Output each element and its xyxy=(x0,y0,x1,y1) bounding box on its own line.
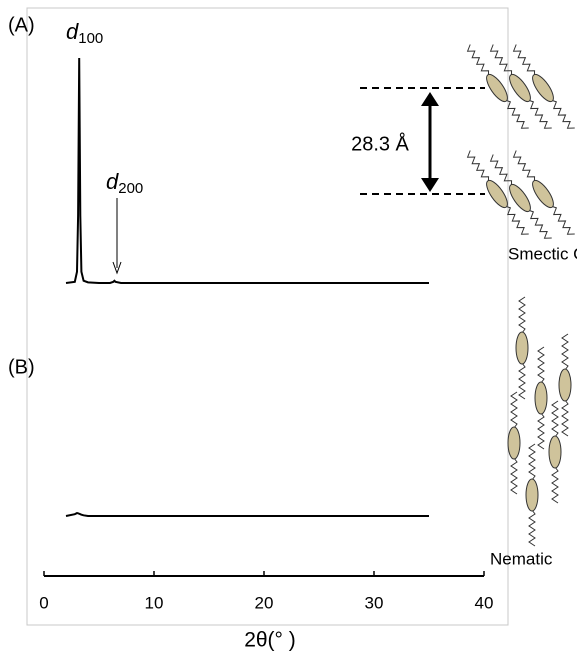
core xyxy=(486,73,508,103)
tail xyxy=(518,296,526,334)
tail xyxy=(489,44,513,76)
peak-index: 200 xyxy=(118,180,143,197)
molecule xyxy=(525,443,539,547)
tail xyxy=(512,150,536,182)
core xyxy=(532,73,554,103)
tail xyxy=(489,154,513,186)
tail xyxy=(466,150,490,182)
core xyxy=(509,73,531,103)
phase-label: Smectic C xyxy=(508,244,577,263)
x-axis-label: 2θ(° ) xyxy=(244,629,296,652)
tail xyxy=(551,99,575,129)
molecule xyxy=(507,391,521,495)
tail xyxy=(505,99,529,129)
x-tick-label: 0 xyxy=(39,593,48,612)
core xyxy=(509,183,531,213)
tail xyxy=(528,209,552,239)
x-tick-label: 10 xyxy=(145,593,164,612)
tail xyxy=(505,205,529,235)
trace xyxy=(65,57,429,284)
molecule xyxy=(489,154,552,239)
tail xyxy=(561,333,569,371)
tail xyxy=(537,346,545,384)
frame xyxy=(26,7,509,626)
molecule xyxy=(558,333,572,437)
phase-label: Nematic xyxy=(490,549,553,568)
tail xyxy=(510,391,518,429)
panel-label: (B) xyxy=(8,356,35,378)
peak-label: d100 xyxy=(66,19,103,47)
tail xyxy=(528,509,536,547)
molecule xyxy=(515,296,529,400)
tail xyxy=(512,44,536,76)
core xyxy=(534,381,548,415)
tail xyxy=(466,44,490,76)
molecule xyxy=(534,346,548,450)
core xyxy=(558,368,572,402)
x-tick-label: 20 xyxy=(255,593,274,612)
core xyxy=(532,179,554,209)
trace xyxy=(65,512,429,517)
peak-index: 100 xyxy=(78,30,103,47)
tail xyxy=(551,400,559,438)
molecule xyxy=(512,150,575,235)
molecule xyxy=(512,44,575,129)
x-tick-label: 30 xyxy=(365,593,384,612)
tail xyxy=(551,466,559,504)
molecule xyxy=(466,150,529,235)
core xyxy=(486,179,508,209)
molecules xyxy=(466,44,575,547)
molecule xyxy=(548,400,562,504)
arrow-head xyxy=(112,261,122,275)
panel-label: (A) xyxy=(8,14,35,36)
tail xyxy=(528,443,536,481)
peak-letter: d xyxy=(66,19,79,44)
peak-label: d200 xyxy=(106,169,143,197)
molecule xyxy=(489,44,552,129)
core xyxy=(515,331,529,365)
tail xyxy=(561,399,569,437)
tail xyxy=(551,205,575,235)
core xyxy=(525,478,539,512)
tail xyxy=(537,412,545,450)
core xyxy=(548,435,562,469)
tail xyxy=(510,457,518,495)
x-tick-label: 40 xyxy=(475,593,494,612)
core xyxy=(507,426,521,460)
molecule xyxy=(466,44,529,129)
tail xyxy=(518,362,526,400)
peak-letter: d xyxy=(106,169,119,194)
tail xyxy=(528,99,552,129)
spacing-label: 28.3 Å xyxy=(351,132,409,155)
